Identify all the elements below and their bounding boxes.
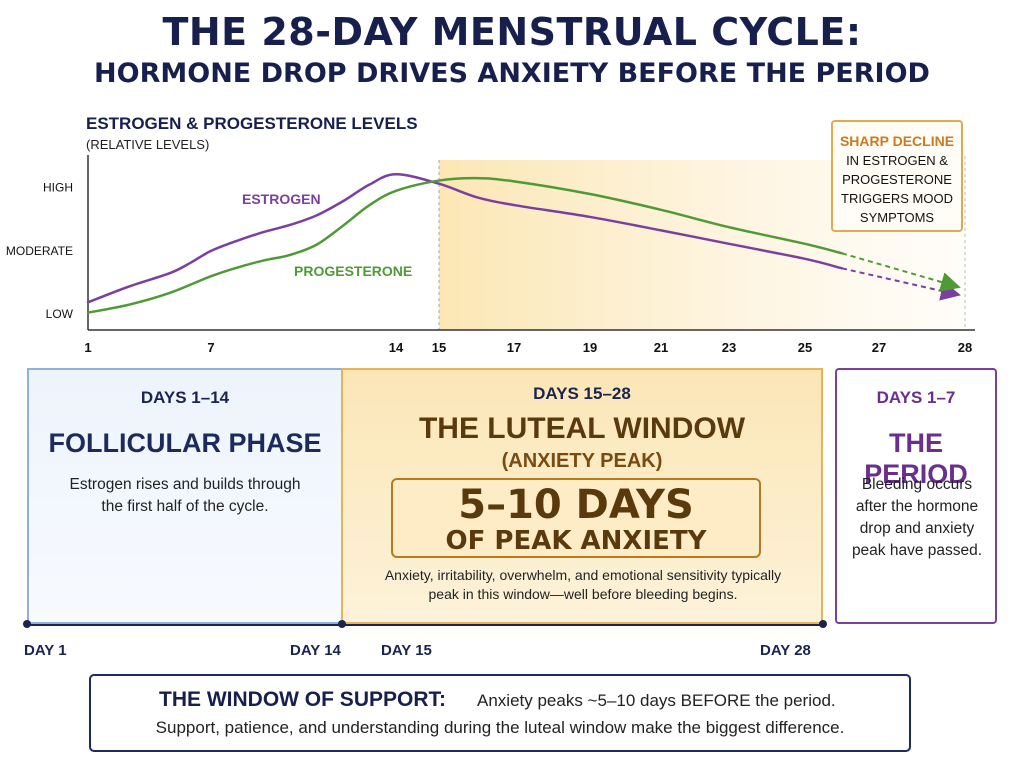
x-tick-label: 28: [958, 340, 972, 355]
estrogen-line: [86, 172, 844, 304]
follicular-days: DAYS 1–14: [140, 388, 230, 407]
page-title: THE 28-DAY MENSTRUAL CYCLE:: [162, 10, 862, 54]
timeline-label-day28: DAY 28: [760, 642, 811, 659]
y-tick-label: LOW: [46, 307, 74, 321]
y-tick-label: HIGH: [43, 181, 73, 195]
follicular-desc: Estrogen rises and builds through the fi…: [69, 476, 301, 515]
support-box: THE WINDOW OF SUPPORT: Anxiety peaks ~5–…: [89, 674, 911, 752]
x-tick-label: 17: [507, 340, 521, 355]
peak-label: OF PEAK ANXIETY: [445, 526, 707, 556]
luteal-title: THE LUTEAL WINDOW: [418, 412, 746, 445]
period-panel: DAYS 1–7 THE PERIOD Bleeding occurs afte…: [835, 368, 997, 624]
luteal-desc: Anxiety, irritability, overwhelm, and em…: [384, 567, 782, 602]
luteal-window-panel: DAYS 15–28 THE LUTEAL WINDOW (ANXIETY PE…: [341, 368, 823, 624]
luteal-days: DAYS 15–28: [533, 384, 631, 403]
timeline-label-day14: DAY 14: [290, 642, 341, 659]
timeline-dot-day28: [819, 620, 827, 628]
x-tick-label: 14: [389, 340, 404, 355]
x-tick-label: 23: [722, 340, 736, 355]
chart-subtitle: (RELATIVE LEVELS): [86, 137, 210, 152]
estrogen-projected-line: [841, 267, 961, 301]
timeline-label-day1: DAY 1: [24, 642, 67, 659]
callout-body: IN ESTROGEN & PROGESTERONE TRIGGERS MOOD…: [841, 153, 953, 225]
support-line1: Anxiety peaks ~5–10 days BEFORE the peri…: [477, 691, 836, 710]
progesterone-line: [86, 176, 844, 314]
x-tick-label: 27: [872, 340, 886, 355]
progesterone-projected-line: [841, 252, 961, 292]
y-tick-label: MODERATE: [6, 244, 73, 258]
support-heading: THE WINDOW OF SUPPORT:: [159, 688, 446, 711]
peak-anxiety-box: 5–10 DAYS OF PEAK ANXIETY: [391, 478, 761, 558]
callout-highlight: SHARP DECLINE: [839, 133, 955, 149]
timeline-label-day15: DAY 15: [381, 642, 432, 659]
x-tick-label: 25: [798, 340, 812, 355]
period-days: DAYS 1–7: [876, 388, 956, 407]
period-title: THE PERIOD: [864, 428, 968, 489]
x-tick-label: 15: [432, 340, 446, 355]
support-line2: Support, patience, and understanding dur…: [155, 718, 845, 737]
timeline-dot-day15: [338, 620, 346, 628]
page-subtitle: HORMONE DROP DRIVES ANXIETY BEFORE THE P…: [94, 58, 930, 89]
sharp-decline-callout: SHARP DECLINE IN ESTROGEN & PROGESTERONE…: [831, 120, 963, 232]
follicular-phase-panel: DAYS 1–14 FOLLICULAR PHASE Estrogen rise…: [27, 368, 343, 624]
chart-title: ESTROGEN & PROGESTERONE LEVELS: [86, 114, 418, 133]
x-tick-label: 7: [207, 340, 214, 355]
follicular-title: FOLLICULAR PHASE: [48, 428, 322, 458]
luteal-subtitle: (ANXIETY PEAK): [501, 450, 663, 472]
x-tick-label: 1: [84, 340, 91, 355]
progesterone-series-label: PROGESTERONE: [294, 263, 412, 279]
estrogen-series-label: ESTROGEN: [242, 191, 321, 207]
peak-days: 5–10 DAYS: [458, 482, 694, 528]
x-tick-label: 21: [654, 340, 668, 355]
period-desc: Bleeding occurs after the hormone drop a…: [851, 476, 983, 559]
cycle-timeline: [27, 624, 823, 626]
timeline-dot-day1: [23, 620, 31, 628]
x-tick-label: 19: [583, 340, 597, 355]
